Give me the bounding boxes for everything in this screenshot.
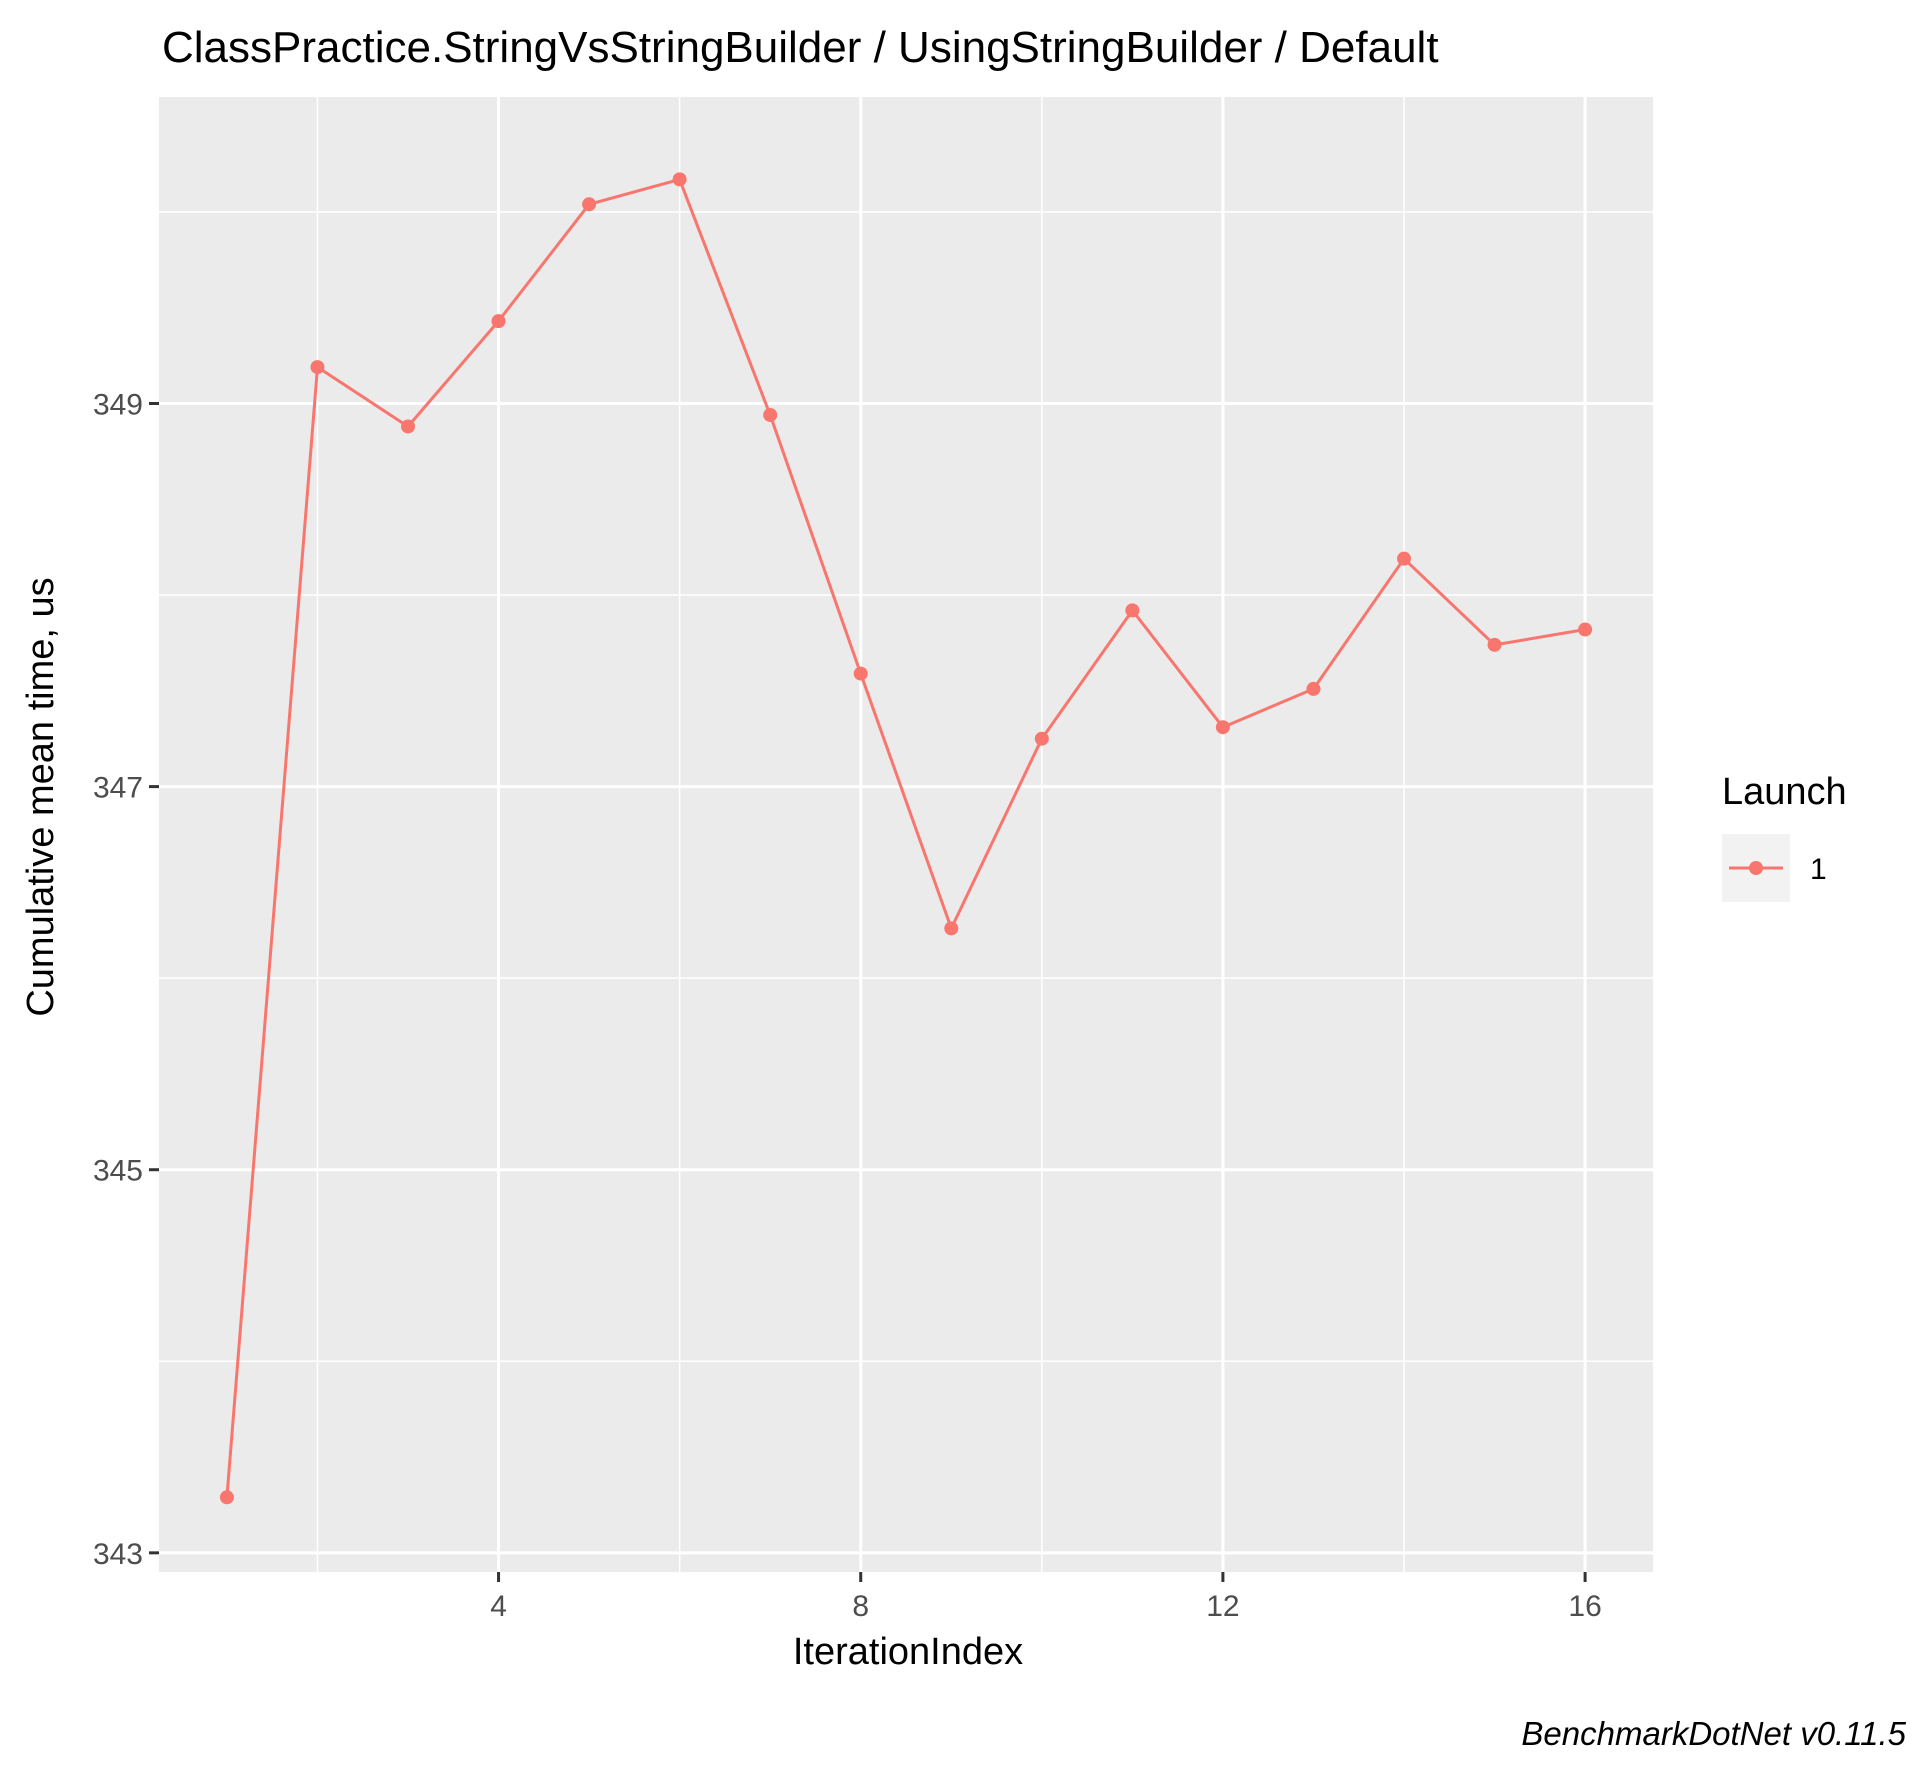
data-point — [853, 666, 868, 681]
data-point — [491, 314, 506, 329]
data-point — [944, 921, 959, 936]
x-tick-label: 8 — [852, 1590, 869, 1623]
x-axis-title: IterationIndex — [793, 1631, 1023, 1673]
data-point — [1034, 731, 1049, 746]
legend-key-point — [1749, 861, 1763, 875]
data-point — [401, 419, 415, 434]
data-point — [1487, 637, 1502, 652]
minor-gridlines — [159, 97, 1653, 1572]
series-layer — [219, 172, 1593, 1505]
series-line — [225, 177, 1586, 1498]
legend-title: Launch — [1722, 771, 1847, 813]
data-point — [672, 172, 687, 187]
chart-caption: BenchmarkDotNet v0.11.5 — [1521, 1715, 1906, 1752]
plot-panel — [159, 97, 1653, 1572]
data-point — [582, 197, 597, 212]
data-point — [1306, 681, 1321, 696]
y-tick-label: 343 — [93, 1538, 143, 1571]
x-tick-label: 16 — [1568, 1590, 1601, 1623]
y-axis-title: Cumulative mean time, us — [20, 577, 62, 1016]
x-axis-tick-labels: 4 8 12 16 — [490, 1590, 1602, 1623]
x-tick-label: 4 — [490, 1590, 507, 1623]
x-tick-label: 12 — [1206, 1590, 1239, 1623]
data-point — [763, 407, 778, 422]
data-point — [219, 1490, 234, 1505]
data-point — [1125, 603, 1140, 618]
y-tick-label: 349 — [93, 388, 143, 421]
y-tick-label: 345 — [93, 1155, 143, 1188]
major-gridlines — [159, 97, 1653, 1572]
chart-title: ClassPractice.StringVsStringBuilder / Us… — [162, 23, 1439, 72]
data-point — [1397, 551, 1411, 566]
data-point — [310, 360, 325, 375]
y-axis-tick-labels: 343 345 347 349 — [93, 388, 143, 1570]
axis-ticks — [149, 401, 1587, 1582]
y-tick-label: 347 — [93, 772, 143, 805]
data-point — [1578, 622, 1593, 637]
legend: Launch 1 — [1722, 771, 1847, 902]
legend-label-1: 1 — [1810, 853, 1827, 886]
data-point — [1215, 720, 1230, 735]
